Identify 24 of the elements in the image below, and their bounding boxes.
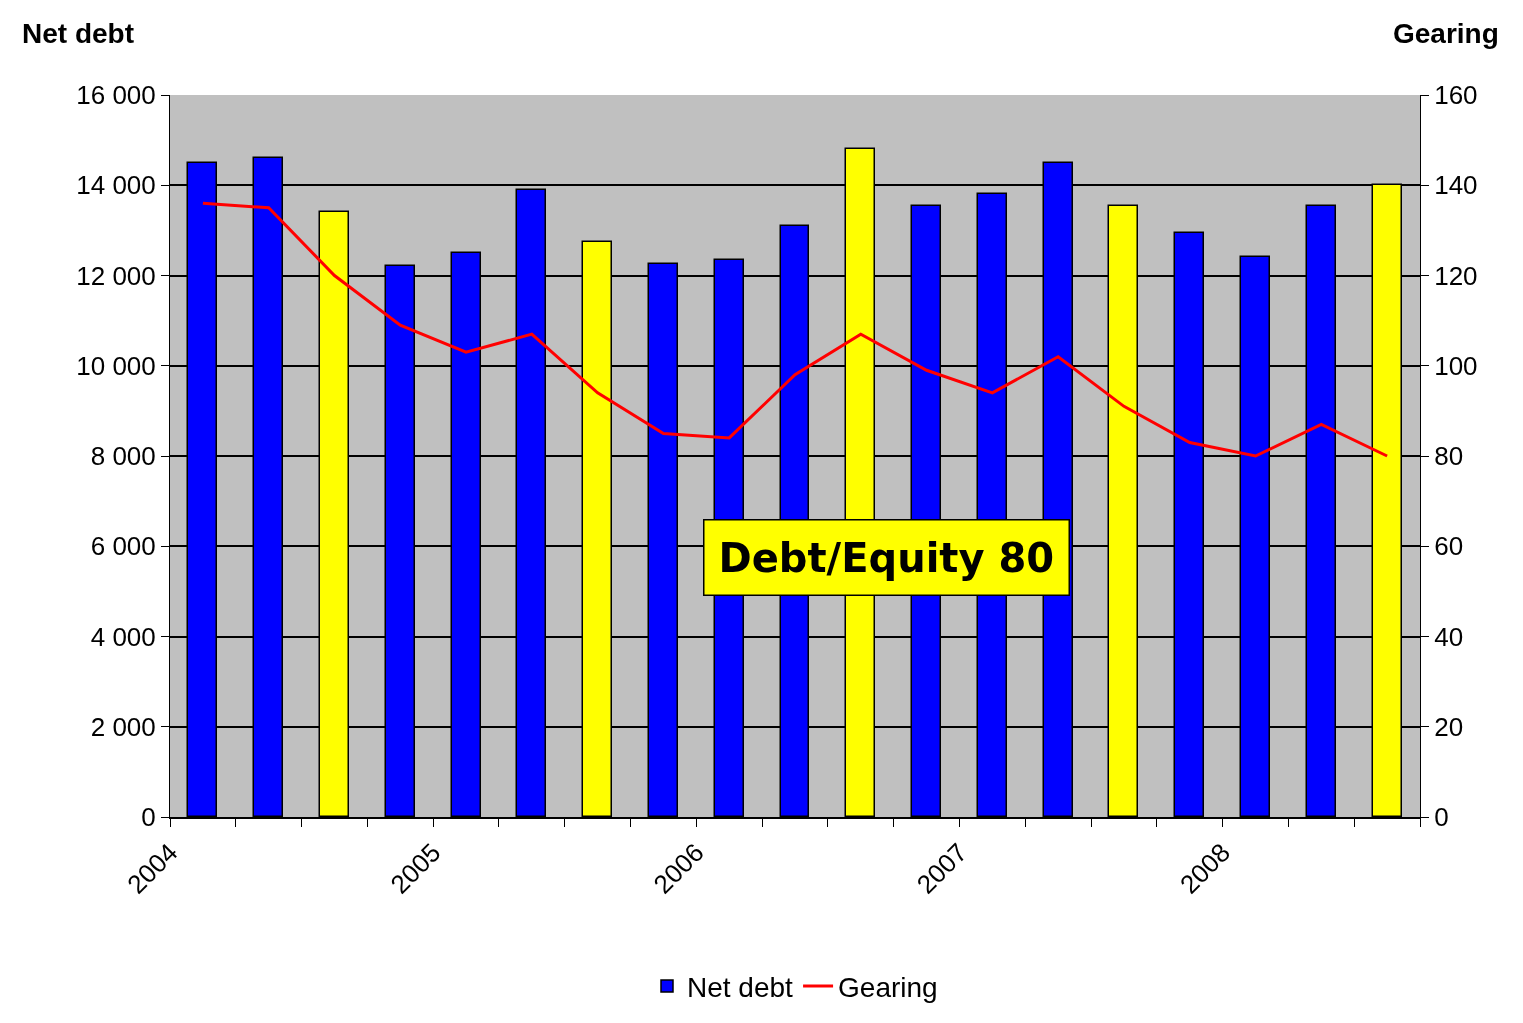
y-tick-label: 16 000 (76, 80, 156, 111)
legend-label: Gearing (838, 972, 938, 1004)
y2-tick-label: 140 (1434, 170, 1478, 201)
y2-tick-label: 60 (1434, 531, 1464, 562)
y-tick-label: 0 (141, 802, 156, 833)
y2-tick-label: 80 (1434, 441, 1464, 472)
y-tick-label: 2 000 (90, 711, 156, 742)
y2-tick-label: 40 (1434, 621, 1464, 652)
y-tick-label: 8 000 (90, 441, 156, 472)
y-tick-label: 6 000 (90, 531, 156, 562)
y-tick-label: 14 000 (76, 170, 156, 201)
y-tick-label: 10 000 (76, 350, 156, 381)
y2-axis-title: Gearing (1393, 18, 1499, 49)
y2-tick-label: 120 (1434, 260, 1478, 291)
legend-label: Net debt (687, 972, 794, 1004)
y2-tick-label: 0 (1434, 802, 1449, 833)
line-series (201, 201, 1389, 458)
annotation: Debt/Equity 80 (718, 534, 1055, 581)
y-axis-title: Net debt (22, 18, 134, 49)
y2-tick-label: 20 (1434, 711, 1464, 742)
y-tick-label: 4 000 (90, 621, 156, 652)
y-tick-label: 12 000 (76, 260, 156, 291)
y2-tick-label: 160 (1434, 80, 1478, 111)
y2-tick-label: 100 (1434, 350, 1478, 381)
